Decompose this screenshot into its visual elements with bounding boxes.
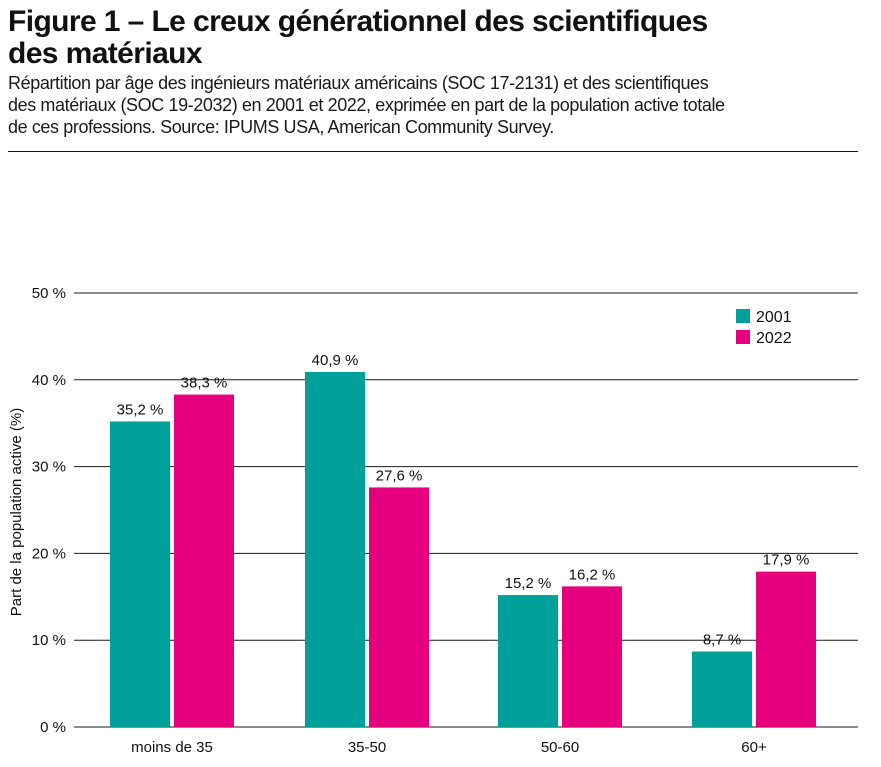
y-tick-label: 20 % <box>32 545 66 562</box>
y-tick-label: 50 % <box>32 285 66 302</box>
data-label: 40,9 % <box>312 352 359 369</box>
bars <box>110 371 816 727</box>
x-tick-label: moins de 35 <box>131 739 213 756</box>
legend: 2001 2022 <box>736 309 792 347</box>
bar-2022-2 <box>562 586 622 727</box>
data-label: 15,2 % <box>505 575 552 592</box>
bar-2001-2 <box>498 595 558 727</box>
data-label: 35,2 % <box>117 401 164 418</box>
data-label: 8,7 % <box>703 631 741 648</box>
legend-label-2001: 2001 <box>756 309 792 326</box>
bar-2022-1 <box>369 487 429 727</box>
header-divider <box>8 151 858 152</box>
data-label: 38,3 % <box>181 375 228 392</box>
subtitle-line-3: de ces professions. Source: IPUMS USA, A… <box>8 117 554 137</box>
bar-2022-0 <box>174 394 234 727</box>
subtitle-line-2: des matériaux (SOC 19-2032) en 2001 et 2… <box>8 95 725 115</box>
data-label: 17,9 % <box>763 552 810 569</box>
legend-swatch-2001 <box>736 309 750 323</box>
data-label: 27,6 % <box>376 467 423 484</box>
chart-subtitle: Répartition par âge des ingénieurs matér… <box>8 72 808 138</box>
bar-2001-1 <box>305 371 365 727</box>
axes: 0 % 10 % 20 % 30 % 40 % 50 % moins de 35 35-50 5… <box>32 285 767 756</box>
subtitle-line-1: Répartition par âge des ingénieurs matér… <box>8 73 709 93</box>
legend-label-2022: 2022 <box>756 330 792 347</box>
y-axis-label: Part de la population active (%) <box>8 408 25 616</box>
x-tick-label: 60+ <box>741 739 767 756</box>
y-tick-label: 0 % <box>40 719 66 736</box>
chart-title: Figure 1 – Le creux générationnel des sc… <box>8 6 868 70</box>
legend-swatch-2022 <box>736 330 750 344</box>
bar-2022-3 <box>756 571 816 727</box>
y-tick-label: 30 % <box>32 459 66 476</box>
title-line-2: des matériaux <box>8 37 203 70</box>
bar-2001-3 <box>692 651 752 727</box>
bar-2001-0 <box>110 421 170 727</box>
x-tick-label: 50-60 <box>541 739 579 756</box>
data-label: 16,2 % <box>569 566 616 583</box>
y-tick-label: 40 % <box>32 372 66 389</box>
title-line-1: Figure 1 – Le creux générationnel des sc… <box>8 5 708 38</box>
x-tick-label: 35-50 <box>348 739 386 756</box>
y-tick-label: 10 % <box>32 632 66 649</box>
data-labels: 35,2 % 38,3 % 40,9 % 27,6 % 15,2 % 16,2 % 8,7 … <box>117 352 810 648</box>
